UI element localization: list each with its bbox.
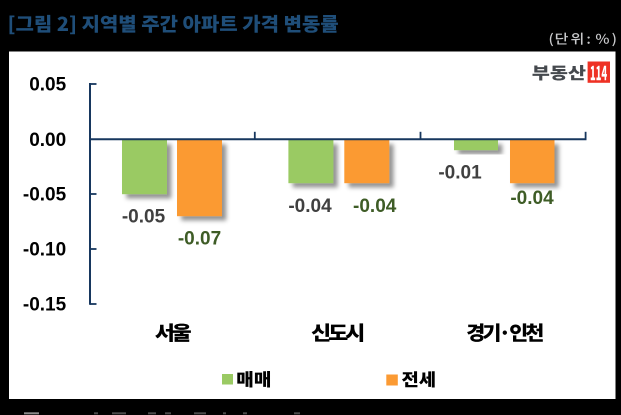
svg-text:-0.10: -0.10 [23,240,66,261]
svg-text:-0.04: -0.04 [510,188,554,209]
svg-text:-0.01: -0.01 [438,163,482,184]
svg-text:-0.05: -0.05 [122,207,166,228]
svg-text:-0.15: -0.15 [23,295,67,316]
svg-text:0.05: 0.05 [29,75,66,96]
svg-text:-0.05: -0.05 [23,185,67,206]
svg-text:-0.07: -0.07 [178,229,221,250]
svg-text:-0.04: -0.04 [353,196,397,217]
svg-text:0.00: 0.00 [29,130,66,151]
svg-text:-0.04: -0.04 [288,196,332,217]
